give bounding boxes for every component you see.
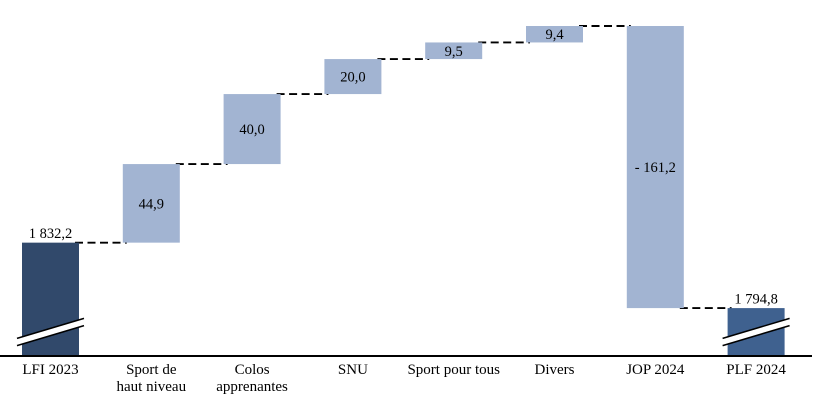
axis-label-snu: SNU xyxy=(338,362,368,378)
value-label-sport-de-haut-niveau: 44,9 xyxy=(139,196,164,212)
axis-label-line: Divers xyxy=(535,362,575,378)
axis-label-sport-pour-tous: Sport pour tous xyxy=(407,362,500,378)
axis-label-colos-apprenantes: Colos apprenantes xyxy=(216,362,288,395)
value-label-sport-pour-tous: 9,5 xyxy=(445,44,463,60)
axis-label-sport-de-haut-niveau: Sport de haut niveau xyxy=(117,362,187,395)
bar-snu xyxy=(324,59,382,95)
axis-label-divers: Divers xyxy=(535,362,575,378)
axis-break-mark-plf-2024 xyxy=(721,317,791,347)
value-label-colos-apprenantes: 40,0 xyxy=(239,122,264,138)
axis-label-line: apprenantes xyxy=(216,379,288,395)
value-label-divers: 9,4 xyxy=(545,27,564,43)
axis-label-jop-2024: JOP 2024 xyxy=(626,362,685,378)
bar-divers xyxy=(526,26,583,43)
bar-colos-apprenantes xyxy=(223,94,281,165)
value-label-plf-2024: 1 794,8 xyxy=(734,292,778,308)
axis-label-plf-2024: PLF 2024 xyxy=(726,362,786,378)
axis-label-line: Sport pour tous xyxy=(407,362,500,378)
bar-sport-de-haut-niveau xyxy=(122,164,180,243)
axis-label-line: PLF 2024 xyxy=(726,362,786,378)
value-label-lfi-2023: 1 832,2 xyxy=(29,226,73,242)
bar-jop-2024 xyxy=(626,26,684,309)
value-label-jop-2024: - 161,2 xyxy=(635,160,676,176)
axis-label-line: LFI 2023 xyxy=(22,362,78,378)
bar-sport-pour-tous xyxy=(425,42,483,60)
axis-label-line: haut niveau xyxy=(117,379,187,395)
value-label-snu: 20,0 xyxy=(340,70,365,86)
axis-label-line: SNU xyxy=(338,362,368,378)
axis-label-line: Sport de xyxy=(126,362,177,378)
axis-break-mark-lfi-2023 xyxy=(16,317,85,347)
axis-label-line: JOP 2024 xyxy=(626,362,685,378)
axis-label-line: Colos xyxy=(235,362,270,378)
axis-label-lfi-2023: LFI 2023 xyxy=(22,362,78,378)
